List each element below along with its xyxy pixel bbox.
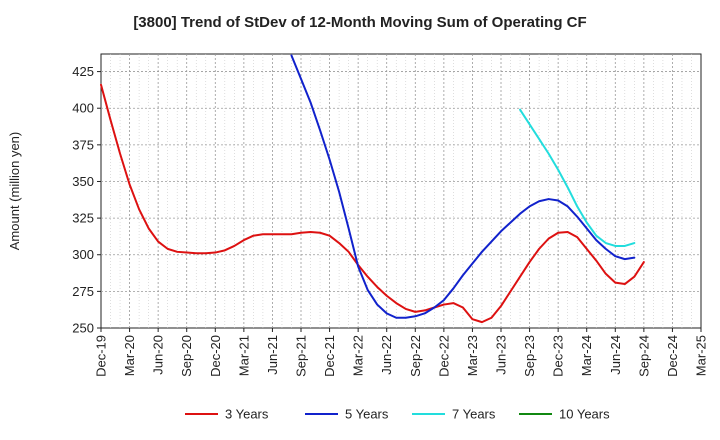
- y-axis: 250 275 300 325 350 375 400 425: [72, 64, 101, 336]
- legend: 3 Years 5 Years 7 Years 10 Years: [185, 407, 610, 422]
- x-tick-label: Dec-24: [665, 335, 680, 377]
- legend-label-7-years: 7 Years: [452, 407, 496, 422]
- y-tick-label: 250: [72, 321, 94, 336]
- series-line-3-years: [100, 83, 645, 324]
- x-tick-label: Jun-22: [379, 335, 394, 375]
- x-tick-label: Dec-21: [322, 335, 337, 377]
- x-tick-label: Jun-20: [151, 335, 166, 375]
- y-tick-label: 350: [72, 174, 94, 189]
- legend-label-5-years: 5 Years: [345, 407, 389, 422]
- x-tick-label: Jun-21: [265, 335, 280, 375]
- series-line-7-years: [519, 108, 636, 247]
- x-tick-label: Sep-22: [408, 335, 423, 377]
- y-tick-label: 400: [72, 101, 94, 116]
- x-tick-label: Sep-23: [522, 335, 537, 377]
- series-lines: [100, 54, 645, 324]
- legend-label-10-years: 10 Years: [559, 407, 610, 422]
- x-tick-label: Sep-20: [179, 335, 194, 377]
- y-tick-label: 375: [72, 137, 94, 152]
- y-tick-label: 300: [72, 247, 94, 262]
- x-tick-label: Sep-24: [636, 335, 651, 377]
- series-line-5-years: [290, 54, 636, 319]
- x-tick-label: Mar-22: [351, 335, 366, 376]
- x-tick-label: Dec-20: [208, 335, 223, 377]
- y-tick-label: 275: [72, 284, 94, 299]
- x-tick-label: Jun-23: [494, 335, 509, 375]
- x-tick-label: Mar-20: [122, 335, 137, 376]
- x-tick-label: Mar-23: [465, 335, 480, 376]
- x-tick-label: Mar-21: [236, 335, 251, 376]
- y-axis-label: Amount (million yen): [7, 132, 22, 251]
- chart-title: [3800] Trend of StDev of 12-Month Moving…: [133, 14, 586, 31]
- x-tick-label: Dec-22: [436, 335, 451, 377]
- x-axis: Dec-19 Mar-20 Jun-20 Sep-20 Dec-20 Mar-21 Jun-…: [94, 328, 709, 377]
- x-tick-label: Mar-24: [579, 335, 594, 376]
- x-tick-label: Mar-25: [694, 335, 709, 376]
- x-tick-label: Jun-24: [608, 335, 623, 375]
- x-tick-label: Dec-23: [551, 335, 566, 377]
- grid: [101, 54, 701, 328]
- y-tick-label: 425: [72, 64, 94, 79]
- x-tick-label: Dec-19: [94, 335, 109, 377]
- y-tick-label: 325: [72, 211, 94, 226]
- legend-label-3-years: 3 Years: [225, 407, 269, 422]
- x-tick-label: Sep-21: [294, 335, 309, 377]
- plot-area: [100, 53, 702, 329]
